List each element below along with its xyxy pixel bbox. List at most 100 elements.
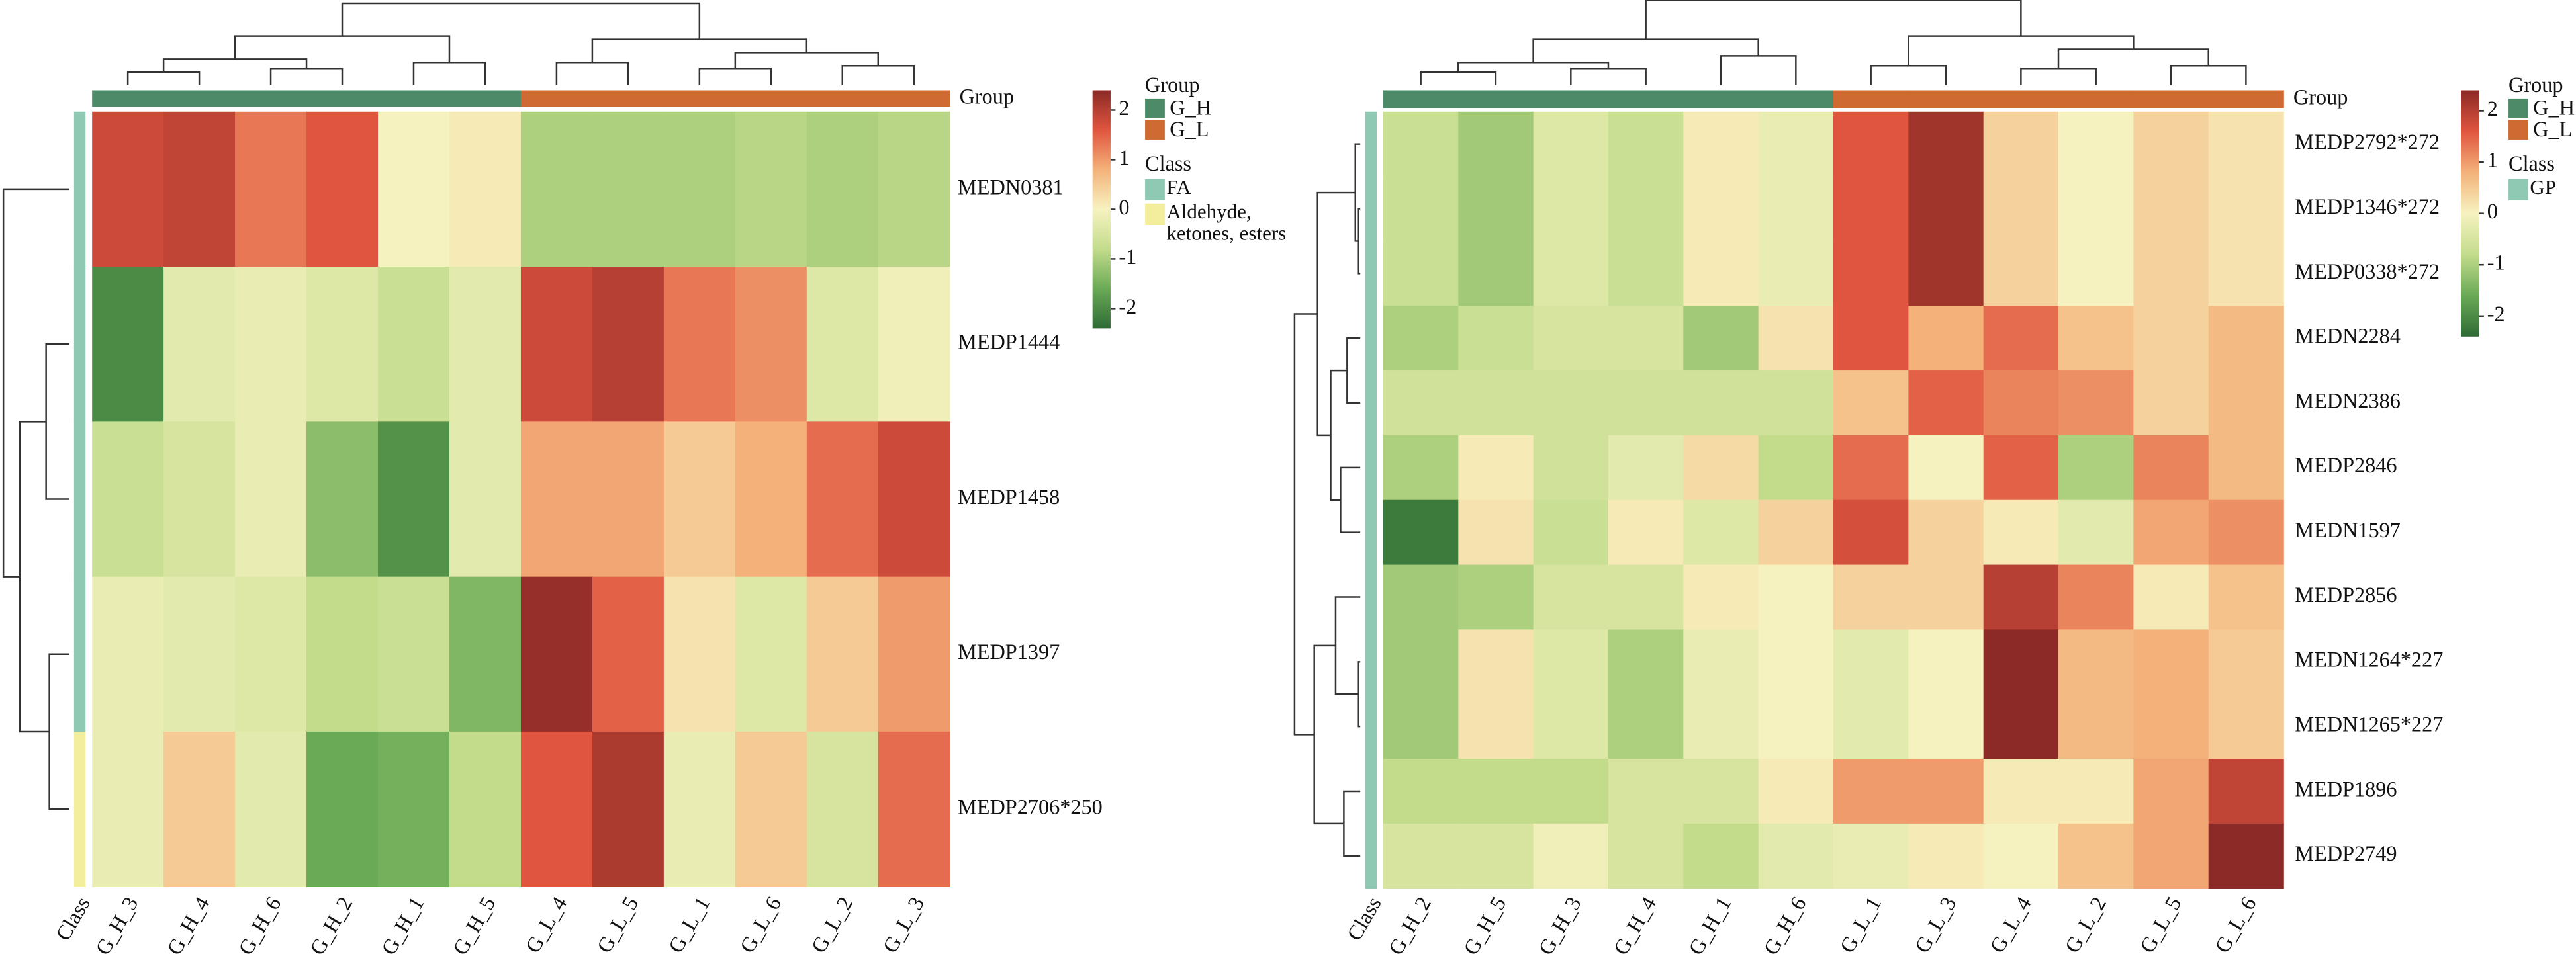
heatmap-panel: Group Class MEDN0381 MEDP1444 MEDP1458 MEDP13… bbox=[2, 2, 1286, 954]
heatmap-cell bbox=[2208, 823, 2284, 889]
heatmap-cell bbox=[1758, 759, 1834, 824]
heatmap-cell bbox=[735, 421, 807, 578]
heatmap-cell bbox=[1383, 694, 1459, 759]
group-bar-cell bbox=[1683, 90, 1759, 108]
dendrogram bbox=[841, 65, 915, 86]
legend-swatch bbox=[2508, 179, 2528, 200]
heatmap-cell bbox=[2133, 564, 2209, 630]
column-label: G_H_4 bbox=[1608, 892, 1661, 954]
class-bar-cell bbox=[73, 731, 86, 887]
row-label: MEDP1458 bbox=[958, 485, 1060, 509]
heatmap-cell bbox=[735, 111, 807, 267]
column-label: G_H_3 bbox=[91, 892, 143, 954]
heatmap-cell bbox=[1758, 694, 1834, 759]
heatmap-cell bbox=[378, 267, 450, 423]
row-label: MEDP2856 bbox=[2295, 583, 2397, 607]
legend-swatch bbox=[1145, 203, 1165, 226]
heatmap-cell bbox=[592, 576, 665, 732]
dendrogram bbox=[1313, 644, 1344, 825]
heatmap-cell bbox=[449, 111, 522, 267]
dendrogram bbox=[269, 68, 344, 86]
heatmap-cell bbox=[1383, 176, 1459, 242]
class-bar-cell bbox=[1365, 370, 1377, 436]
column-label: G_L_3 bbox=[878, 892, 929, 954]
heatmap-cell bbox=[1458, 694, 1534, 759]
heatmap-cell bbox=[1758, 564, 1834, 630]
heatmap-cell bbox=[378, 731, 450, 887]
heatmap-cell bbox=[735, 576, 807, 732]
dendrogram bbox=[1357, 661, 1361, 728]
heatmap-cell bbox=[520, 576, 593, 732]
heatmap-cell bbox=[1533, 564, 1609, 630]
heatmap-cell bbox=[2133, 176, 2209, 242]
dendrogram bbox=[555, 62, 629, 86]
class-bar-cell bbox=[1365, 435, 1377, 501]
heatmap-cell bbox=[520, 267, 593, 423]
heatmap-cell bbox=[1683, 435, 1759, 501]
column-label: G_H_1 bbox=[377, 892, 429, 954]
legend-label-box: FA bbox=[1166, 177, 1191, 198]
heatmap-cell bbox=[2133, 370, 2209, 436]
heatmap-cell bbox=[1758, 435, 1834, 501]
heatmap-cell bbox=[2208, 370, 2284, 436]
heatmap-cell bbox=[1683, 499, 1759, 566]
group-bar-cell bbox=[735, 90, 807, 107]
row-label: MEDP1444 bbox=[958, 330, 1060, 354]
heatmap-cell bbox=[1833, 370, 1909, 436]
heatmap-cell bbox=[1458, 759, 1534, 824]
heatmap-cell bbox=[878, 111, 950, 267]
row-label: MEDP1896 bbox=[2295, 777, 2397, 801]
heatmap-cell bbox=[1383, 111, 1459, 177]
heatmap-cell bbox=[449, 267, 522, 423]
dendrogram bbox=[591, 38, 808, 63]
heatmap-cell bbox=[1758, 111, 1834, 177]
heatmap-cell bbox=[1833, 694, 1909, 759]
colorbar-tick-label: 1 bbox=[1119, 146, 1129, 169]
heatmap-cell bbox=[92, 421, 164, 578]
class-bar-cell bbox=[73, 576, 86, 732]
row-label: MEDN1265*227 bbox=[2295, 713, 2443, 736]
heatmap-cell bbox=[235, 111, 307, 267]
class-bar-cell bbox=[73, 267, 86, 423]
class-bar-cell bbox=[1365, 176, 1377, 242]
heatmap-cell bbox=[1608, 306, 1684, 371]
legend-swatch bbox=[2508, 120, 2528, 140]
heatmap-cell bbox=[92, 731, 164, 887]
heatmap-cell bbox=[1908, 499, 1984, 566]
column-label: G_H_3 bbox=[1534, 892, 1586, 954]
heatmap-cell bbox=[1608, 759, 1684, 824]
heatmap-cell bbox=[2208, 759, 2284, 824]
column-label: G_L_6 bbox=[735, 892, 786, 954]
heatmap-cell bbox=[235, 576, 307, 732]
heatmap-cell bbox=[1608, 564, 1684, 630]
heatmap-cell bbox=[878, 421, 950, 578]
legend-label-box: GP bbox=[2530, 177, 2556, 198]
heatmap-cell bbox=[1608, 370, 1684, 436]
dendrogram bbox=[1334, 596, 1361, 695]
column-label: G_L_5 bbox=[2135, 892, 2186, 954]
heatmap-cell bbox=[1533, 499, 1609, 566]
heatmap-cell bbox=[1608, 435, 1684, 501]
class-bar-cell bbox=[1365, 759, 1377, 824]
heatmap-cell bbox=[663, 111, 736, 267]
heatmap-cell bbox=[592, 731, 665, 887]
heatmap-cell bbox=[235, 421, 307, 578]
column-label: G_H_6 bbox=[234, 892, 286, 954]
heatmap-cell bbox=[806, 267, 879, 423]
heatmap-cell bbox=[1983, 759, 2059, 824]
heatmap-cell bbox=[806, 421, 879, 578]
class-bar-cell bbox=[1365, 111, 1377, 177]
heatmap-cell bbox=[663, 421, 736, 578]
group-bar-cell bbox=[2133, 90, 2209, 108]
heatmap-cell bbox=[1458, 823, 1534, 889]
dendrogram bbox=[1908, 35, 2135, 66]
heatmap-cell bbox=[592, 267, 665, 423]
heatmap-cell bbox=[1983, 176, 2059, 242]
dendrogram bbox=[1420, 71, 1497, 86]
legend-title: Class bbox=[2508, 152, 2555, 175]
heatmap-cell bbox=[92, 576, 164, 732]
dendrogram bbox=[1645, 0, 2022, 40]
group-bar-cell bbox=[1833, 90, 1909, 108]
